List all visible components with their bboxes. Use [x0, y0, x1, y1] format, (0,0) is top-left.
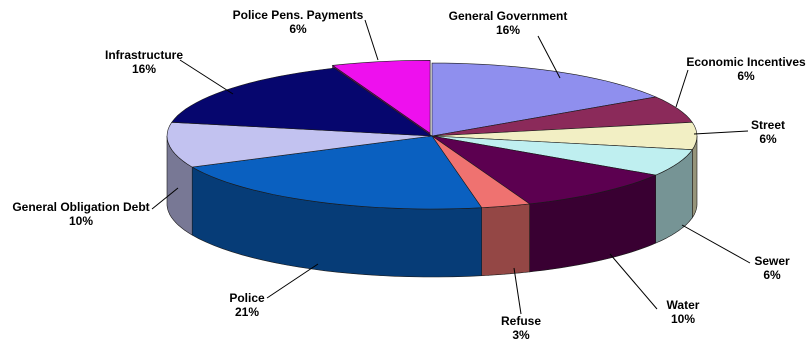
- slice-general-government: [431, 62, 657, 137]
- slice-sewer: [431, 135, 693, 176]
- leader-line-police-pens-payments: [364, 19, 379, 61]
- slice-percent-label: 16%: [132, 62, 156, 76]
- slice-economic-incentives: [431, 96, 693, 137]
- slice-percent-label: 10%: [69, 214, 93, 228]
- leader-line-police: [266, 263, 319, 299]
- leader-line-economic-incentives: [675, 69, 689, 108]
- leader-line-general-obligation-debt: [151, 187, 179, 210]
- slice-water: [431, 135, 657, 205]
- slice-name-label: Police Pens. Payments: [233, 8, 364, 22]
- leader-line-sewer: [681, 224, 751, 264]
- slice-percent-label: 6%: [737, 69, 755, 83]
- slice-percent-label: 21%: [235, 305, 259, 319]
- slice-name-label: General Obligation Debt: [12, 200, 149, 214]
- slice-infrastructure: [171, 67, 434, 137]
- leader-line-water: [609, 253, 658, 310]
- slice-name-label: Sewer: [754, 254, 790, 268]
- slice-street: [431, 121, 698, 151]
- slice-side-refuse: [481, 203, 530, 277]
- slice-percent-label: 6%: [759, 132, 777, 146]
- slice-percent-label: 6%: [289, 22, 307, 36]
- slice-police-pens-payments: [331, 59, 431, 134]
- slice-percent-label: 6%: [763, 268, 781, 282]
- slice-name-label: Police: [229, 291, 265, 305]
- slice-refuse: [431, 135, 531, 209]
- slice-name-label: Refuse: [501, 314, 541, 328]
- slice-general-obligation-debt: [166, 121, 433, 168]
- leader-line-general-government: [537, 35, 561, 79]
- slice-name-label: General Government: [449, 9, 568, 23]
- slice-name-label: Economic Incentives: [686, 55, 806, 69]
- slice-percent-label: 16%: [496, 23, 520, 37]
- slice-name-label: Street: [751, 118, 785, 132]
- slice-name-label: Infrastructure: [105, 48, 183, 62]
- slice-percent-label: 10%: [671, 312, 695, 326]
- slice-police: [191, 135, 483, 210]
- leader-line-refuse: [513, 267, 522, 315]
- leader-line-infrastructure: [179, 59, 234, 95]
- slice-name-label: Water: [667, 298, 700, 312]
- pie-top-faces: [166, 59, 698, 210]
- leader-line-street: [693, 130, 749, 135]
- slice-percent-label: 3%: [512, 328, 530, 342]
